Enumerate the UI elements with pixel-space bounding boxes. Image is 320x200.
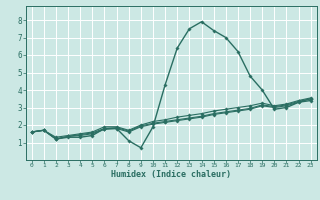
X-axis label: Humidex (Indice chaleur): Humidex (Indice chaleur)	[111, 170, 231, 179]
